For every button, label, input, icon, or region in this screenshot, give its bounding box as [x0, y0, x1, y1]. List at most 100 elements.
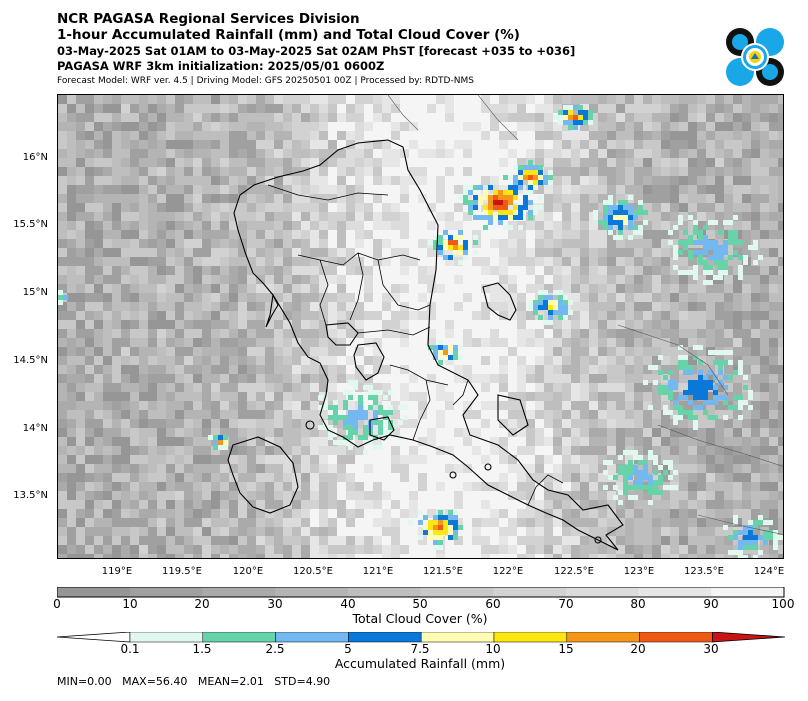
- cloud-cell: [391, 302, 400, 311]
- cloud-cell: [121, 419, 130, 428]
- cloud-cell: [157, 392, 166, 401]
- cloud-cell: [571, 455, 580, 464]
- cloud-cell: [562, 158, 571, 167]
- rain-cell: [568, 115, 573, 120]
- cloud-cell: [544, 410, 553, 419]
- cloud-cell: [616, 194, 625, 203]
- cloud-cell: [517, 149, 526, 158]
- rain-cell: [688, 410, 693, 415]
- cloud-cell: [418, 446, 427, 455]
- cloud-cell: [580, 482, 589, 491]
- cloud-cell: [112, 473, 121, 482]
- cloud-cell: [139, 275, 148, 284]
- cloud-cell: [283, 104, 292, 113]
- cloud-cell: [355, 95, 364, 104]
- rain-cell: [683, 390, 688, 395]
- cloud-cell: [688, 203, 697, 212]
- cloud-cell: [85, 95, 94, 104]
- cloud-cell: [535, 338, 544, 347]
- cloud-cell: [580, 203, 589, 212]
- cloud-cell: [562, 545, 571, 554]
- cloud-cell: [85, 365, 94, 374]
- cloud-cell: [94, 482, 103, 491]
- cloud-cell: [499, 257, 508, 266]
- cloud-cell: [301, 338, 310, 347]
- cloud-cell: [274, 392, 283, 401]
- cloud-cell: [553, 230, 562, 239]
- cloud-cell: [517, 464, 526, 473]
- cloud-cell: [238, 527, 247, 536]
- cloud-cell: [706, 194, 715, 203]
- cloud-cell: [706, 275, 715, 284]
- cloud-cell: [553, 437, 562, 446]
- cloud-cell: [598, 149, 607, 158]
- cloud-cell: [670, 392, 679, 401]
- cloud-cell: [670, 527, 679, 536]
- cloud-cell: [553, 446, 562, 455]
- cloud-cell: [409, 419, 418, 428]
- cloud-cell: [571, 320, 580, 329]
- cloud-cell: [238, 311, 247, 320]
- cloud-cell: [463, 347, 472, 356]
- cloud-cell: [265, 275, 274, 284]
- cloud-cell: [373, 428, 382, 437]
- cloud-cell: [562, 536, 571, 545]
- cloud-cell: [67, 464, 76, 473]
- cloud-cell: [58, 554, 67, 558]
- cloud-cell: [76, 320, 85, 329]
- cloud-cell: [85, 275, 94, 284]
- cloud-cell: [202, 374, 211, 383]
- cloud-cell: [481, 509, 490, 518]
- cloud-cell: [301, 356, 310, 365]
- cloud-cell: [301, 482, 310, 491]
- cloud-cell: [211, 266, 220, 275]
- cloud-cell: [724, 185, 733, 194]
- cloud-cell: [184, 383, 193, 392]
- cloud-cell: [778, 374, 783, 383]
- cloud-cell: [373, 383, 382, 392]
- cloud-cell: [553, 455, 562, 464]
- cloud-cell: [715, 464, 724, 473]
- cloud-cell: [319, 473, 328, 482]
- rain-cell: [728, 350, 733, 355]
- cloud-cell: [778, 149, 783, 158]
- cloud-cell: [661, 176, 670, 185]
- cloud-cell: [76, 509, 85, 518]
- cloud-cell: [499, 293, 508, 302]
- cloud-cell: [553, 104, 562, 113]
- cloud-cell: [607, 131, 616, 140]
- cloud-cell: [301, 320, 310, 329]
- cloud-cell: [517, 104, 526, 113]
- cloud-cell: [652, 311, 661, 320]
- cloud-cell: [148, 257, 157, 266]
- cloud-cell: [706, 500, 715, 509]
- cloud-cell: [769, 131, 778, 140]
- cloud-cell: [445, 536, 454, 545]
- cloud-cell: [715, 491, 724, 500]
- cloud-cell: [283, 500, 292, 509]
- rain-cell: [478, 185, 483, 190]
- cloud-cell: [706, 167, 715, 176]
- cloud-cell: [661, 266, 670, 275]
- cloud-cell: [274, 428, 283, 437]
- cloud-cell: [292, 464, 301, 473]
- cloud-cell: [742, 437, 751, 446]
- cloud-cell: [400, 221, 409, 230]
- rain-cell: [723, 375, 728, 380]
- cloud-cell: [463, 509, 472, 518]
- cloud-cell: [382, 113, 391, 122]
- cloud-cell: [175, 383, 184, 392]
- rain-cell: [423, 525, 428, 530]
- cloud-cell: [103, 554, 112, 558]
- cloud-cell: [202, 140, 211, 149]
- cloud-cell: [373, 302, 382, 311]
- cloud-cell: [715, 527, 724, 536]
- cloud-cell: [436, 95, 445, 104]
- cloud-cell: [706, 149, 715, 158]
- cloud-cell: [292, 257, 301, 266]
- cloud-cell: [517, 509, 526, 518]
- cloud-cell: [607, 113, 616, 122]
- cloud-cell: [319, 230, 328, 239]
- cloud-cell: [427, 266, 436, 275]
- cloud-cell: [508, 536, 517, 545]
